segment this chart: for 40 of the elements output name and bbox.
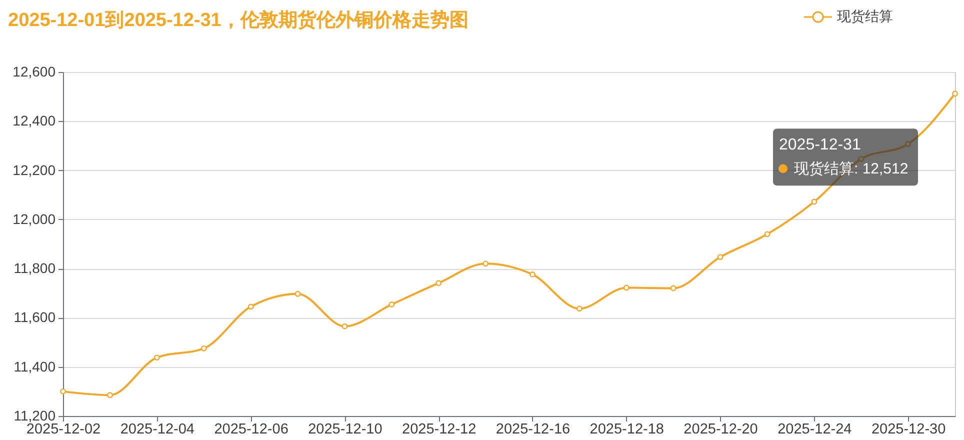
- x-tick-label: 2025-12-18: [590, 422, 664, 438]
- x-tick-label: 2025-12-20: [684, 422, 758, 438]
- y-tick-label: 12,000: [12, 210, 56, 227]
- point: [811, 198, 818, 205]
- point: [154, 354, 160, 360]
- point: [764, 231, 770, 238]
- point: [294, 290, 301, 297]
- legend-label: 现货结算: [837, 8, 893, 24]
- y-tick-label: 11,400: [14, 358, 56, 374]
- point: [670, 285, 676, 292]
- x-tick-label: 2025-12-06: [214, 422, 288, 438]
- point: [623, 284, 630, 291]
- y-tick-label: 11,600: [14, 309, 56, 326]
- x-tick-label: 2025-12-02: [26, 422, 101, 438]
- point: [530, 272, 536, 278]
- point: [248, 304, 254, 310]
- point: [717, 254, 724, 260]
- point: [576, 306, 582, 312]
- x-tick-label: 2025-12-24: [778, 422, 852, 438]
- point: [200, 345, 207, 352]
- x-tick-label: 2025-12-04: [120, 422, 194, 438]
- point: [107, 392, 113, 398]
- x-tick-label: 2025-12-16: [496, 422, 570, 438]
- x-tick-label: 2025-12-10: [308, 422, 382, 438]
- x-tick-label: 2025-12-30: [871, 422, 946, 438]
- y-tick-label: 11,200: [14, 408, 56, 424]
- annotation: 2025-12-31: [779, 136, 861, 154]
- y-tick-label: 12,600: [12, 64, 56, 80]
- point: [342, 323, 348, 330]
- point: [482, 260, 488, 267]
- y-tick-label: 12,400: [12, 112, 56, 129]
- point: [952, 90, 958, 97]
- y-tick-label: 11,800: [14, 260, 56, 276]
- annotation: 现货结算: 12,512: [794, 160, 908, 178]
- chart-title: 2025-12-01到2025-12-31，伦敦期货伦外铜价格走势图: [8, 9, 468, 31]
- x-tick-label: 2025-12-12: [402, 422, 476, 438]
- y-tick-label: 12,200: [12, 162, 56, 178]
- point: [436, 280, 442, 286]
- point: [60, 388, 66, 394]
- point: [388, 302, 395, 308]
